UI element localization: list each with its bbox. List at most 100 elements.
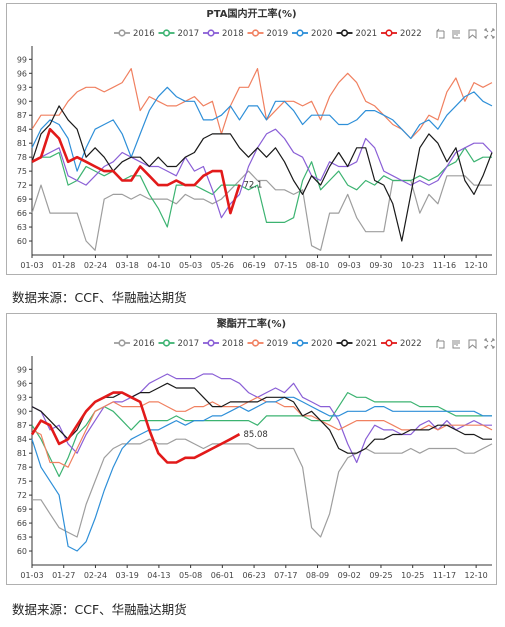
legend-marker: [340, 339, 349, 347]
y-tick-label: 96: [17, 379, 27, 388]
icon-stroke: [468, 339, 477, 350]
end-value-label: 72.1: [243, 181, 262, 191]
series-line-2016: [31, 170, 492, 251]
legend-item-2018[interactable]: 2018: [203, 29, 244, 39]
y-tick-label: 87: [17, 111, 27, 120]
data-view-icon[interactable]: [452, 30, 460, 39]
legend-label: 2016: [133, 339, 155, 349]
source-note: 数据来源：CCF、华融融达期货: [12, 602, 187, 617]
legend-item-2021[interactable]: 2021: [336, 339, 378, 349]
x-tick-label: 05-26: [211, 261, 234, 270]
legend-item-2022[interactable]: 2022: [381, 29, 422, 39]
x-tick-label: 03-18: [116, 261, 139, 270]
x-tick-label: 03-19: [116, 571, 139, 580]
x-tick-label: 07-17: [274, 571, 297, 580]
legend-marker: [118, 339, 126, 347]
icon-stroke: [452, 340, 460, 349]
legend-label: 2017: [178, 29, 200, 39]
legend-marker: [118, 29, 126, 37]
icon-stroke: [484, 338, 495, 349]
legend-marker: [162, 339, 171, 347]
x-tick-label: 01-27: [52, 571, 75, 580]
x-tick-label: 09-25: [369, 571, 392, 580]
legend-item-2019[interactable]: 2019: [247, 339, 289, 349]
y-tick-label: 96: [17, 69, 27, 78]
x-tick-label: 02-24: [84, 571, 107, 580]
legend-label: 2021: [356, 339, 378, 349]
series-line-2020: [31, 396, 492, 552]
chart-svg: 聚酯开工率(%) 2016 2017 2018 2019 2020 2021 2022 60 63…: [6, 313, 497, 585]
y-tick-label: 78: [17, 153, 27, 162]
y-tick-label: 81: [17, 449, 27, 458]
legend-item-2016[interactable]: 2016: [114, 339, 155, 349]
x-tick-label: 09-30: [369, 261, 392, 270]
y-tick-label: 87: [17, 421, 27, 430]
legend-item-2017[interactable]: 2017: [158, 339, 200, 349]
fullscreen-icon[interactable]: [484, 338, 495, 349]
chart-title: 聚酯开工率(%): [216, 317, 286, 330]
legend-label: 2018: [222, 339, 244, 349]
x-tick-label: 11-16: [433, 261, 456, 270]
x-tick-label: 01-03: [20, 261, 43, 270]
icon-stroke: [436, 28, 445, 39]
y-tick-label: 99: [17, 365, 27, 374]
legend-marker: [296, 339, 304, 347]
restore-icon[interactable]: [436, 28, 445, 39]
polyester-operating-rate-chart: 聚酯开工率(%) 2016 2017 2018 2019 2020 2021 2022 60 63…: [6, 313, 497, 585]
data-view-icon[interactable]: [452, 340, 460, 349]
y-tick-label: 84: [17, 125, 27, 134]
legend-label: 2022: [400, 339, 422, 349]
y-tick-label: 63: [17, 533, 27, 542]
x-tick-label: 06-23: [242, 571, 265, 580]
save-image-icon[interactable]: [468, 339, 477, 350]
save-image-icon[interactable]: [468, 29, 477, 40]
fullscreen-icon[interactable]: [484, 28, 495, 39]
legend-label: 2020: [311, 339, 333, 349]
chart-border: [6, 3, 497, 275]
series-line-2021: [31, 105, 493, 242]
series-line-2017: [31, 147, 492, 228]
legend-item-2020[interactable]: 2020: [292, 339, 333, 349]
legend-item-2020[interactable]: 2020: [292, 29, 333, 39]
legend-item-2022[interactable]: 2022: [381, 339, 422, 349]
legend-item-2021[interactable]: 2021: [336, 29, 378, 39]
y-tick-label: 90: [17, 407, 27, 416]
x-tick-label: 11-17: [433, 571, 456, 580]
legend-marker: [251, 29, 260, 37]
legend-marker: [162, 29, 171, 37]
y-tick-label: 81: [17, 139, 27, 148]
y-tick-label: 75: [17, 477, 27, 486]
chart-title: PTA国内开工率(%): [206, 7, 296, 20]
legend-label: 2018: [222, 29, 244, 39]
x-tick-label: 04-13: [147, 571, 170, 580]
x-tick-label: 08-09: [306, 571, 329, 580]
legend-item-2019[interactable]: 2019: [247, 29, 289, 39]
x-tick-label: 06-01: [211, 571, 234, 580]
x-tick-label: 12-10: [465, 261, 488, 270]
legend-label: 2020: [311, 29, 333, 39]
icon-stroke: [468, 29, 477, 40]
chart-svg: PTA国内开工率(%) 2016 2017 2018 2019 2020 2021 2022 6…: [6, 3, 497, 275]
icon-stroke: [484, 28, 495, 39]
legend-item-2018[interactable]: 2018: [203, 339, 244, 349]
legend-item-2017[interactable]: 2017: [158, 29, 200, 39]
y-tick-label: 93: [17, 393, 27, 402]
y-tick-label: 93: [17, 83, 27, 92]
legend-label: 2019: [267, 29, 289, 39]
x-tick-label: 10-25: [401, 571, 424, 580]
legend-label: 2019: [267, 339, 289, 349]
x-tick-label: 10-23: [401, 261, 424, 270]
series-line-2022: [31, 127, 241, 215]
series-line-2017: [31, 391, 492, 478]
x-tick-label: 12-10: [465, 571, 488, 580]
series-line-2020: [31, 86, 493, 172]
legend-marker: [385, 339, 393, 347]
legend-marker: [296, 29, 304, 37]
restore-icon[interactable]: [436, 338, 445, 349]
x-tick-label: 05-08: [179, 571, 202, 580]
y-tick-label: 84: [17, 435, 27, 444]
legend-label: 2016: [133, 29, 155, 39]
y-tick-label: 66: [17, 519, 27, 528]
legend-item-2016[interactable]: 2016: [114, 29, 155, 39]
legend-marker: [207, 339, 215, 347]
